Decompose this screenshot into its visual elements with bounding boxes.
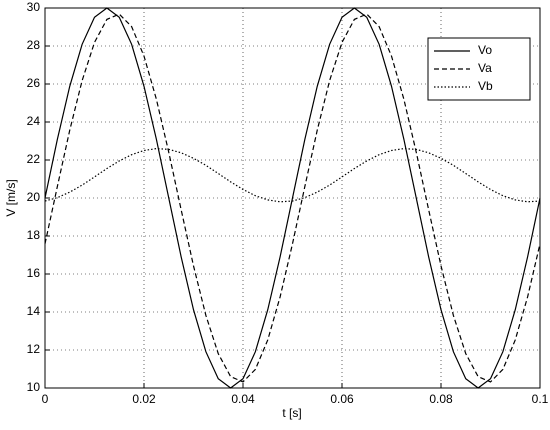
y-tick-label: 24 xyxy=(27,114,41,128)
y-tick-label: 10 xyxy=(27,380,41,394)
legend-label: Vb xyxy=(478,79,493,93)
series-line xyxy=(44,7,541,389)
x-tick-label: 0.04 xyxy=(231,392,255,406)
y-tick-label: 30 xyxy=(27,0,41,14)
legend-label: Vo xyxy=(478,43,492,57)
y-tick-label: 22 xyxy=(27,152,41,166)
series-line xyxy=(44,13,541,383)
x-tick-label: 0 xyxy=(42,392,49,406)
y-tick-label: 26 xyxy=(27,76,41,90)
x-tick-label: 0.06 xyxy=(330,392,354,406)
x-tick-label: 0.08 xyxy=(429,392,453,406)
x-tick-label: 0.1 xyxy=(532,392,549,406)
x-tick-label: 0.02 xyxy=(132,392,156,406)
y-tick-label: 12 xyxy=(27,342,41,356)
y-axis-label: V [m/s] xyxy=(4,179,18,216)
y-tick-label: 20 xyxy=(27,190,41,204)
legend-label: Va xyxy=(478,61,492,75)
series-line xyxy=(44,147,541,203)
y-tick-label: 16 xyxy=(27,266,41,280)
y-tick-label: 18 xyxy=(27,228,41,242)
y-tick-label: 28 xyxy=(27,38,41,52)
y-tick-label: 14 xyxy=(27,304,41,318)
x-axis-label: t [s] xyxy=(282,406,301,420)
